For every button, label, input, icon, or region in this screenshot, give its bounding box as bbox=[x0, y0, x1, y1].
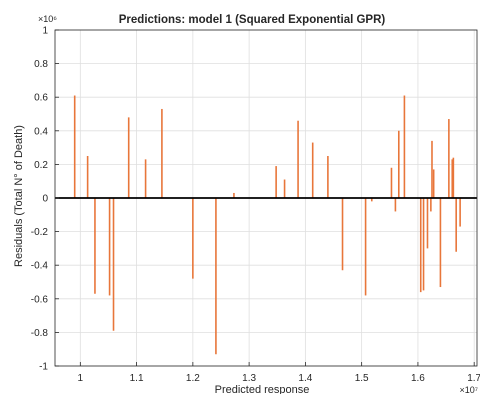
y-tick-label: -0.2 bbox=[31, 227, 49, 238]
residual-bars bbox=[73, 95, 461, 355]
y-axis-label: Residuals (Total N° of Death) bbox=[13, 125, 25, 267]
y-axis-exponent: ×10⁶ bbox=[38, 14, 57, 24]
x-tick-label: 1 bbox=[78, 373, 84, 384]
y-tick-label: -0.6 bbox=[31, 294, 49, 305]
x-tick-label: 1.5 bbox=[355, 373, 369, 384]
y-tick-label: 0.2 bbox=[34, 160, 48, 171]
y-tick-label: 0.8 bbox=[34, 59, 48, 70]
y-tick-label: 0.4 bbox=[34, 126, 48, 137]
y-tick-label: 1 bbox=[42, 26, 48, 37]
y-tick-label: 0.6 bbox=[34, 93, 48, 104]
x-tick-label: 1.7 bbox=[467, 373, 480, 384]
y-tick-label: -1 bbox=[39, 362, 48, 373]
y-tick-label: -0.8 bbox=[31, 328, 49, 339]
x-tick-label: 1.3 bbox=[242, 373, 256, 384]
x-tick-label: 1.2 bbox=[186, 373, 200, 384]
x-axis-exponent: ×10⁷ bbox=[459, 385, 478, 394]
x-tick-label: 1.4 bbox=[298, 373, 312, 384]
y-axis: -1 -0.8 -0.6 -0.4 -0.2 0 0.2 0.4 0.6 0.8 1 bbox=[31, 26, 59, 373]
y-tick-label: 0 bbox=[42, 194, 48, 205]
x-tick-label: 1.1 bbox=[130, 373, 144, 384]
x-tick-label: 1.6 bbox=[411, 373, 425, 384]
chart-title: Predictions: model 1 (Squared Exponentia… bbox=[119, 14, 386, 26]
x-axis: 1 1.1 1.2 1.3 1.4 1.5 1.6 1.7 bbox=[78, 362, 480, 384]
x-axis-label: Predicted response bbox=[215, 384, 310, 394]
y-tick-label: -0.4 bbox=[31, 261, 49, 272]
